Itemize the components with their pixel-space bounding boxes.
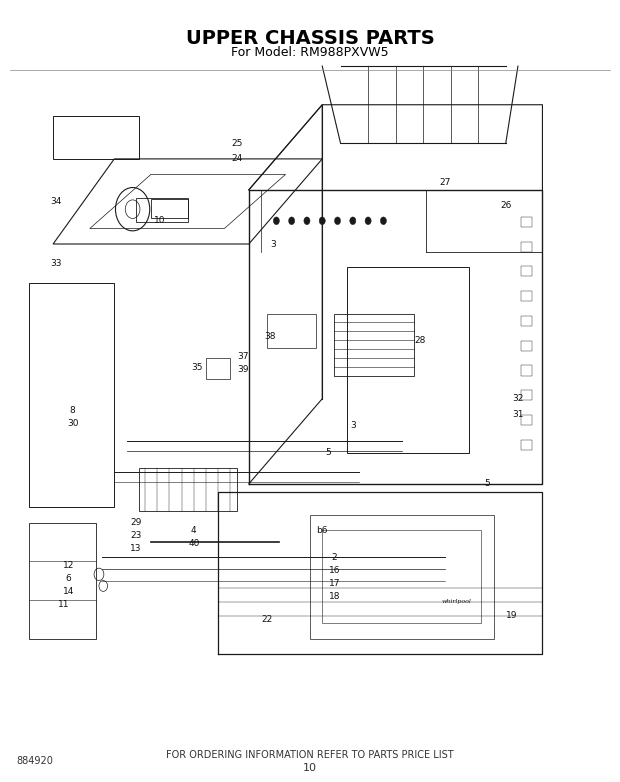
Circle shape [334, 217, 340, 224]
Circle shape [288, 217, 294, 224]
Text: 19: 19 [506, 611, 518, 620]
Bar [521, 217, 532, 227]
Text: b6: b6 [316, 526, 328, 535]
Bar [521, 365, 532, 375]
Text: whirlpool: whirlpool [442, 599, 472, 604]
Circle shape [350, 217, 356, 224]
Bar [521, 291, 532, 301]
Circle shape [304, 217, 310, 224]
Text: 39: 39 [237, 365, 249, 374]
Text: 32: 32 [512, 394, 524, 404]
Bar [151, 199, 188, 218]
Text: 26: 26 [500, 201, 512, 210]
Text: 34: 34 [50, 197, 62, 206]
Bar [206, 357, 231, 379]
Text: 5: 5 [326, 448, 331, 457]
Text: 2: 2 [332, 553, 337, 561]
Text: 30: 30 [67, 419, 78, 428]
Text: 17: 17 [329, 579, 340, 588]
Text: 38: 38 [265, 332, 276, 342]
Text: 25: 25 [231, 139, 242, 148]
Text: For Model: RM988PXVW5: For Model: RM988PXVW5 [231, 46, 389, 59]
Text: 28: 28 [414, 336, 426, 345]
Circle shape [273, 217, 280, 224]
Text: 11: 11 [58, 600, 70, 609]
Text: FOR ORDERING INFORMATION REFER TO PARTS PRICE LIST: FOR ORDERING INFORMATION REFER TO PARTS … [166, 750, 454, 759]
Text: 16: 16 [329, 566, 340, 575]
Bar [139, 468, 237, 511]
Bar [521, 316, 532, 326]
Bar [322, 530, 481, 623]
Text: 3: 3 [270, 239, 276, 249]
Text: 13: 13 [130, 544, 141, 554]
Text: 12: 12 [63, 561, 74, 569]
Text: 37: 37 [237, 352, 249, 361]
Circle shape [365, 217, 371, 224]
Bar [53, 117, 139, 159]
Text: 27: 27 [439, 178, 450, 187]
Bar [334, 314, 414, 375]
Bar [521, 267, 532, 277]
Text: 8: 8 [70, 406, 76, 414]
Bar [347, 267, 469, 453]
Text: 884920: 884920 [16, 756, 53, 766]
Text: 29: 29 [130, 518, 141, 527]
Text: 40: 40 [188, 539, 200, 548]
Text: 4: 4 [191, 526, 197, 535]
Text: 35: 35 [191, 364, 203, 372]
Circle shape [319, 217, 326, 224]
Circle shape [380, 217, 386, 224]
Text: 18: 18 [329, 592, 340, 601]
Text: 31: 31 [512, 410, 524, 418]
Bar [521, 439, 532, 450]
Text: 33: 33 [50, 259, 62, 268]
Text: 3: 3 [350, 421, 356, 430]
Bar [136, 198, 188, 222]
Bar [267, 314, 316, 349]
Text: 14: 14 [63, 586, 74, 596]
Text: 22: 22 [262, 615, 273, 624]
Text: 10: 10 [154, 217, 166, 225]
Text: 24: 24 [231, 154, 242, 163]
Bar [310, 515, 494, 639]
Text: UPPER CHASSIS PARTS: UPPER CHASSIS PARTS [185, 30, 435, 48]
Text: 10: 10 [303, 762, 317, 773]
Bar [521, 242, 532, 252]
Text: 6: 6 [66, 574, 71, 583]
Bar [521, 341, 532, 351]
Text: 23: 23 [130, 531, 141, 540]
Bar [521, 390, 532, 400]
Text: 5: 5 [484, 479, 490, 488]
Bar [521, 415, 532, 425]
